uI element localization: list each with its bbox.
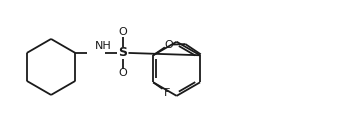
Text: O: O xyxy=(119,69,127,78)
Text: O: O xyxy=(164,40,173,50)
Text: NH: NH xyxy=(95,41,112,51)
Text: S: S xyxy=(118,46,127,59)
Text: F: F xyxy=(164,88,170,98)
Text: O: O xyxy=(119,27,127,37)
